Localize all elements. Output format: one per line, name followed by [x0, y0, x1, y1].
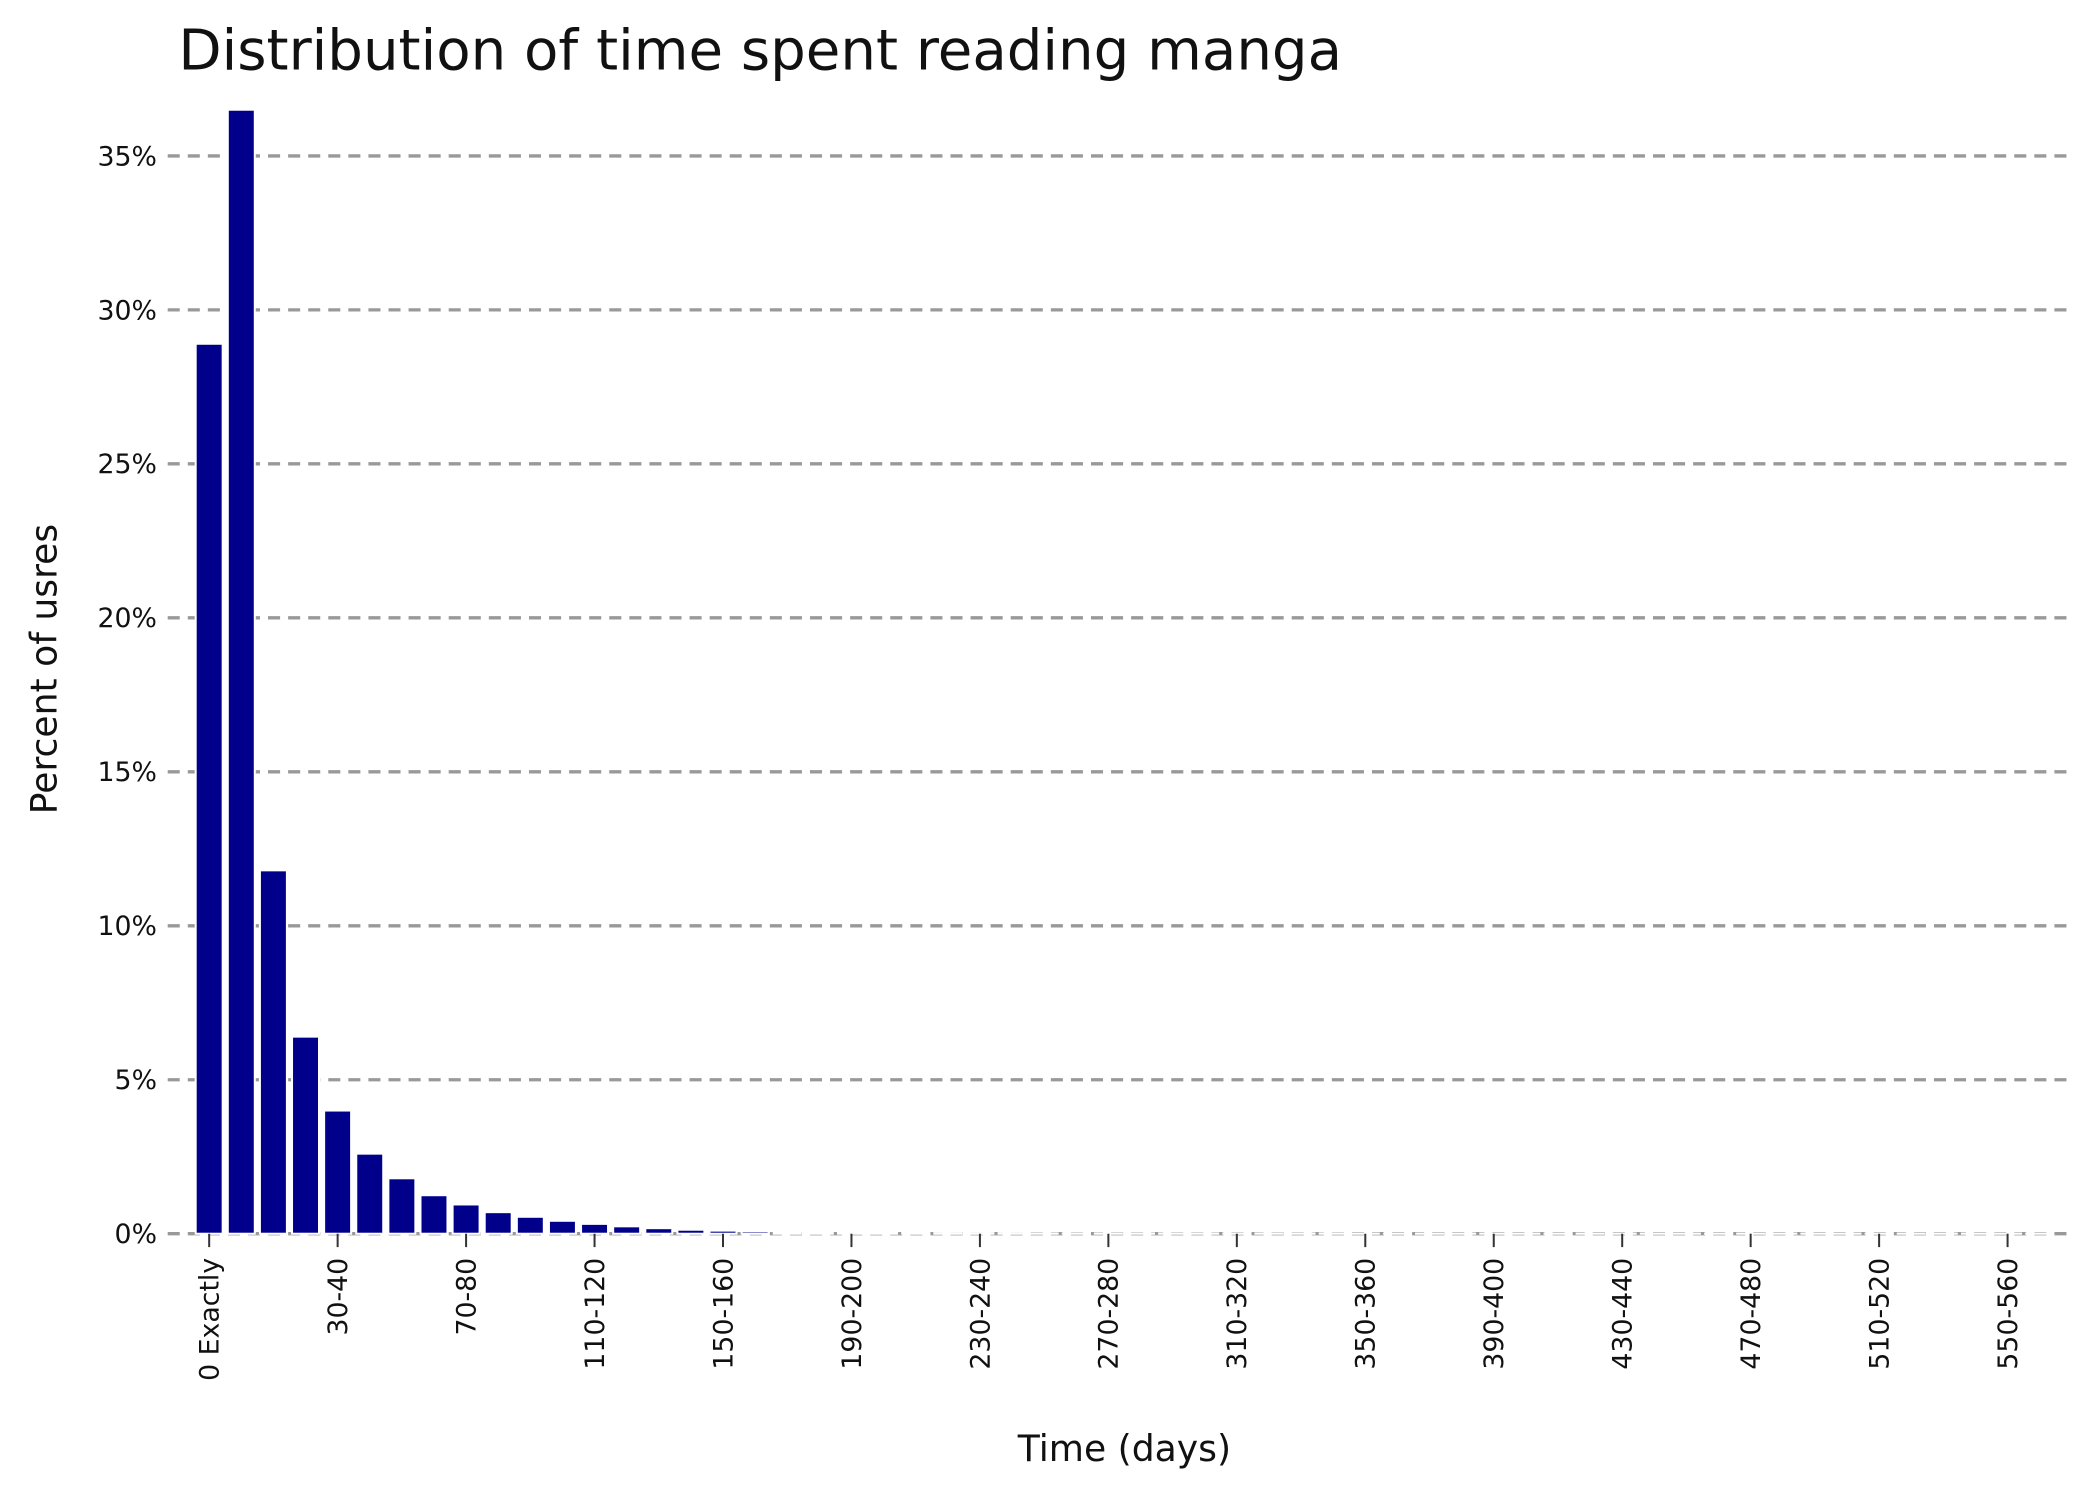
x-tick-label: 390-400: [1479, 1258, 1510, 1370]
bar: [772, 1230, 802, 1235]
bar: [387, 1177, 417, 1235]
x-tick-label: 190-200: [837, 1258, 868, 1370]
x-tick-label: 70-80: [451, 1258, 482, 1336]
x-tick-label: 150-160: [708, 1258, 739, 1370]
x-tick-label: 350-360: [1351, 1258, 1382, 1370]
bar: [291, 1035, 321, 1235]
bar: [676, 1228, 706, 1235]
y-tick-label: 35%: [98, 141, 157, 172]
bar: [612, 1225, 642, 1235]
bar: [258, 869, 288, 1235]
bar: [933, 1232, 963, 1235]
x-tick-label: 550-560: [1993, 1258, 2024, 1370]
bar: [901, 1231, 931, 1235]
bar: [194, 342, 224, 1235]
x-tick-label: 110-120: [580, 1258, 611, 1370]
x-tick-label: 510-520: [1864, 1258, 1895, 1370]
x-tick-label: 270-280: [1094, 1258, 1125, 1370]
x-tick-label: 0 Exactly: [195, 1258, 226, 1381]
bar: [708, 1229, 738, 1235]
bar: [355, 1152, 385, 1235]
bar: [644, 1227, 674, 1235]
bar: [226, 108, 256, 1235]
bar: [965, 1232, 995, 1235]
bar: [451, 1203, 481, 1235]
y-axis-label: Percent of usres: [23, 524, 66, 814]
bar: [419, 1194, 449, 1235]
x-tick-label: 230-240: [965, 1258, 996, 1370]
x-tick-label: 30-40: [323, 1258, 354, 1336]
bar: [483, 1211, 513, 1235]
y-tick-label: 20%: [98, 603, 157, 634]
chart-title: Distribution of time spent reading manga: [178, 19, 1342, 84]
bar: [869, 1231, 899, 1235]
y-tick-label: 25%: [98, 449, 157, 480]
y-tick-label: 10%: [98, 911, 157, 942]
y-tick-label: 5%: [115, 1065, 157, 1096]
y-tick-label: 0%: [115, 1219, 157, 1250]
x-tick-label: 430-440: [1608, 1258, 1639, 1370]
bar: [323, 1109, 353, 1235]
x-tick-label: 310-320: [1222, 1258, 1253, 1370]
x-axis-label: Time (days): [1017, 1427, 1231, 1470]
bar: [515, 1215, 545, 1235]
bar: [997, 1232, 1027, 1235]
bar: [580, 1222, 610, 1235]
bar: [547, 1219, 577, 1235]
x-tick-label: 470-480: [1736, 1258, 1767, 1370]
bar: [836, 1231, 866, 1235]
bar: [740, 1230, 770, 1235]
y-tick-label: 15%: [98, 757, 157, 788]
bar: [804, 1231, 834, 1235]
y-tick-label: 30%: [98, 295, 157, 326]
